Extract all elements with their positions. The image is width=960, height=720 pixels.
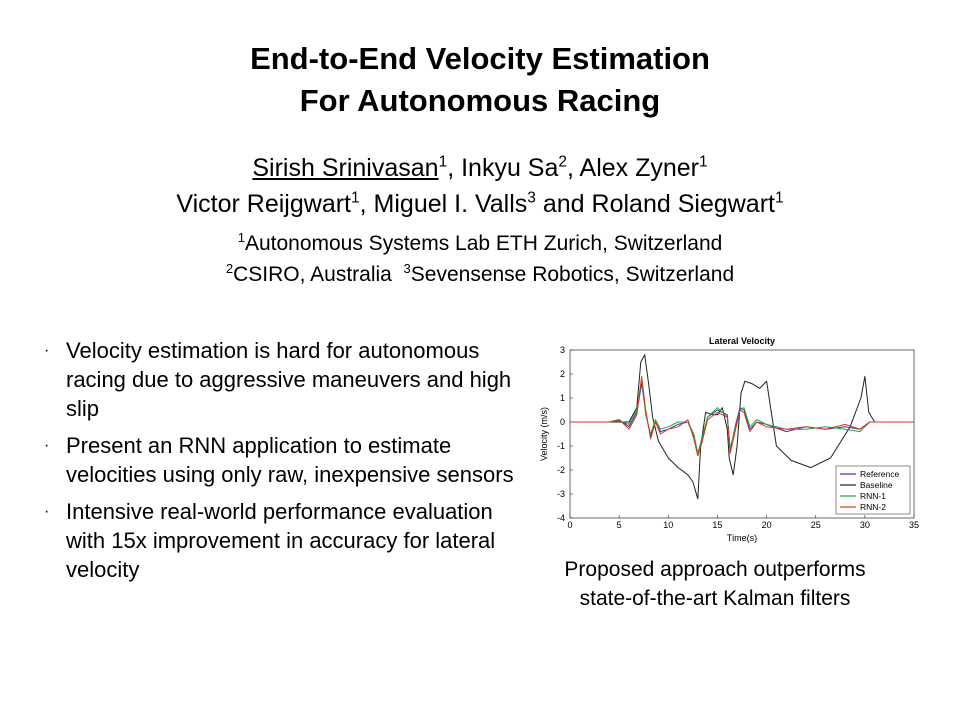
affiliation-text: CSIRO, Australia xyxy=(233,263,392,286)
author-line-2: Victor Reijgwart1, Miguel I. Valls3 and … xyxy=(176,189,784,218)
author-line-1: Sirish Srinivasan1, Inkyu Sa2, Alex Zyne… xyxy=(252,153,708,182)
chart-svg: Lateral Velocity Time(s) Velocity (m/s) … xyxy=(539,336,919,543)
figure-caption: Proposed approach outperforms state-of-t… xyxy=(564,558,866,610)
lateral-velocity-chart: Lateral Velocity Time(s) Velocity (m/s) … xyxy=(525,330,925,545)
author-affiliation-mark: 1 xyxy=(774,189,784,207)
bullet-item: · Intensive real-world performance evalu… xyxy=(44,497,514,584)
affiliation-text: Autonomous Systems Lab ETH Zurich, Switz… xyxy=(244,232,723,255)
author-affiliation-mark: 2 xyxy=(558,153,567,171)
title-line-1: End-to-End Velocity Estimation xyxy=(250,41,710,76)
x-tick-label: 0 xyxy=(567,520,572,530)
series-line-rnn-2 xyxy=(570,375,914,457)
x-tick-label: 25 xyxy=(811,520,821,530)
author-name: Alex Zyner xyxy=(579,154,699,182)
affiliation-list: 1Autonomous Systems Lab ETH Zurich, Swit… xyxy=(0,228,960,290)
affiliation-text: Sevensense Robotics, Switzerland xyxy=(410,263,735,286)
chart-x-axis-label: Time(s) xyxy=(727,533,757,543)
x-tick-label: 10 xyxy=(663,520,673,530)
affiliation-line-2: 2CSIRO, Australia 3Sevensense Robotics, … xyxy=(0,259,960,290)
y-tick-label: 3 xyxy=(560,345,565,355)
author-name: Roland Siegwart xyxy=(591,190,775,218)
legend-label: Reference xyxy=(860,469,899,479)
bullet-marker: · xyxy=(44,342,50,359)
author-affiliation-mark: 1 xyxy=(699,153,708,171)
y-tick-label: -4 xyxy=(557,513,565,523)
affiliation-mark: 3 xyxy=(403,261,411,276)
bullet-marker: · xyxy=(44,503,50,520)
bullet-text: Intensive real-world performance evaluat… xyxy=(66,499,496,582)
series-line-baseline xyxy=(570,354,914,500)
author-name: Victor Reijgwart xyxy=(176,190,351,218)
x-tick-label: 35 xyxy=(909,520,919,530)
bullet-list: · Velocity estimation is hard for autono… xyxy=(44,336,514,592)
y-tick-label: 0 xyxy=(560,417,565,427)
bullet-item: · Velocity estimation is hard for autono… xyxy=(44,336,514,423)
slide-title: End-to-End Velocity Estimation For Auton… xyxy=(0,38,960,122)
bullet-item: · Present an RNN application to estimate… xyxy=(44,431,514,489)
affiliation-mark: 2 xyxy=(225,261,234,276)
author-affiliation-mark: 3 xyxy=(527,189,536,207)
legend-label: Baseline xyxy=(860,480,893,490)
affiliation-line-1: 1Autonomous Systems Lab ETH Zurich, Swit… xyxy=(0,228,960,259)
chart-y-axis-label: Velocity (m/s) xyxy=(539,407,549,461)
y-tick-label: -2 xyxy=(557,465,565,475)
x-tick-label: 20 xyxy=(762,520,772,530)
x-tick-label: 5 xyxy=(617,520,622,530)
affiliation-mark: 1 xyxy=(237,230,245,245)
author-name: Inkyu Sa xyxy=(461,154,559,182)
author-affiliation-mark: 1 xyxy=(351,189,360,207)
author-list: Sirish Srinivasan1, Inkyu Sa2, Alex Zyne… xyxy=(0,150,960,222)
chart-title: Lateral Velocity xyxy=(709,336,775,346)
y-tick-label: 1 xyxy=(560,393,565,403)
bullet-text: Present an RNN application to estimate v… xyxy=(66,433,514,487)
author-conjunction: and xyxy=(542,190,585,218)
y-tick-label: 2 xyxy=(560,369,565,379)
y-tick-label: -1 xyxy=(557,441,565,451)
title-line-2: For Autonomous Racing xyxy=(299,83,661,118)
legend-label: RNN-1 xyxy=(860,491,886,501)
bullet-text: Velocity estimation is hard for autonomo… xyxy=(66,338,512,421)
legend-label: RNN-2 xyxy=(860,502,886,512)
author-affiliation-mark: 1 xyxy=(438,153,448,171)
author-name: Miguel I. Valls xyxy=(373,190,528,218)
y-tick-label: -3 xyxy=(557,489,565,499)
x-tick-label: 30 xyxy=(860,520,870,530)
x-tick-label: 15 xyxy=(712,520,722,530)
bullet-marker: · xyxy=(44,437,50,454)
author-name: Sirish Srinivasan xyxy=(252,154,439,182)
